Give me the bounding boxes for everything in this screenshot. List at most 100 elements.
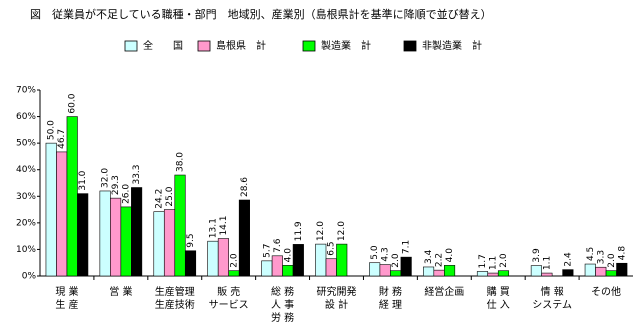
bar — [584, 263, 596, 277]
bar — [153, 211, 165, 277]
bar — [174, 174, 186, 277]
data-label: 5.0 — [370, 245, 380, 260]
bar — [325, 258, 337, 277]
data-label: 1.1 — [488, 256, 498, 270]
data-label: 24.2 — [155, 189, 165, 209]
data-label: 3.3 — [596, 250, 606, 264]
y-tick-label: 20% — [16, 218, 36, 228]
bar — [400, 256, 412, 277]
legend-swatch — [302, 40, 316, 52]
bar — [476, 271, 489, 277]
y-tick-label: 70% — [16, 86, 36, 96]
y-tick-label: 30% — [16, 192, 36, 202]
data-label: 2.0 — [607, 253, 617, 268]
bar — [110, 197, 122, 277]
data-label: 2.0 — [391, 253, 401, 268]
data-label: 50.0 — [47, 120, 57, 140]
bar — [379, 264, 391, 277]
y-tick-label: 50% — [16, 139, 36, 149]
bar — [66, 116, 78, 277]
data-label: 9.5 — [186, 233, 196, 247]
bar — [77, 193, 89, 277]
x-tick-label: 財 務 — [379, 285, 402, 298]
data-label: 6.5 — [327, 241, 337, 255]
legend-label: 製造業 計 — [321, 39, 371, 52]
data-label: 4.0 — [283, 248, 293, 263]
data-label: 14.1 — [219, 215, 229, 235]
x-tick-label: 現 業 — [55, 285, 78, 298]
bar — [184, 250, 197, 277]
x-tick-label: サービス — [209, 299, 249, 311]
bar — [541, 272, 553, 277]
chart-title: 図 従業員が不足している職種・部門 地域別、産業別（島根県計を基準に降順で並び替… — [30, 7, 492, 21]
y-tick-label: 0% — [22, 272, 37, 282]
x-tick-label: 経営企画 — [424, 285, 464, 298]
bar — [616, 262, 628, 277]
data-label: 3.9 — [532, 248, 542, 263]
bar — [444, 265, 456, 277]
data-label: 1.7 — [478, 254, 488, 268]
x-tick-label: 購 買 — [487, 285, 510, 298]
bar — [217, 238, 229, 277]
data-label: 11.9 — [294, 221, 304, 241]
data-label: 7.1 — [402, 240, 412, 254]
data-label: 4.3 — [381, 247, 391, 261]
x-tick-label: 生 産 — [55, 298, 78, 311]
bar — [605, 270, 617, 277]
bar — [228, 270, 240, 277]
x-tick-label: 総 務 — [271, 285, 294, 298]
x-tick-label: 営 業 — [109, 285, 132, 298]
legend-label: 島根県 計 — [216, 39, 266, 52]
data-label: 28.6 — [240, 177, 250, 197]
x-tick-label: 労 務 — [271, 311, 294, 324]
bar — [487, 272, 499, 277]
data-label: 29.3 — [111, 175, 121, 195]
y-tick-label: 10% — [16, 245, 36, 255]
legend-label: 非製造業 計 — [422, 39, 482, 52]
bar — [562, 269, 574, 277]
x-tick-label: 人 事 — [271, 298, 294, 311]
bar — [530, 265, 542, 277]
bar — [120, 206, 132, 277]
bar — [433, 269, 445, 277]
x-tick-label: その他 — [591, 285, 621, 298]
bar — [56, 151, 68, 277]
data-label: 5.7 — [262, 244, 272, 258]
data-label: 7.6 — [273, 238, 283, 253]
x-tick-label: 生産技術 — [155, 298, 195, 311]
data-label: 3.4 — [424, 249, 434, 264]
bar — [163, 209, 176, 277]
bar — [238, 199, 250, 277]
data-label: 2.0 — [229, 253, 239, 268]
data-label: 33.3 — [132, 164, 142, 184]
x-tick-label: 設 計 — [325, 298, 348, 311]
x-tick-label: 経 理 — [379, 298, 402, 311]
data-label: 12.0 — [316, 221, 326, 241]
x-tick-label: システム — [532, 299, 572, 311]
data-label: 2.0 — [499, 253, 509, 268]
bar — [497, 270, 510, 277]
legend-label: 全 国 — [143, 39, 183, 52]
data-label: 26.0 — [122, 184, 132, 204]
data-label: 32.0 — [101, 168, 111, 188]
bar — [423, 266, 435, 277]
legend-swatch — [197, 40, 211, 52]
bar — [390, 270, 402, 277]
x-tick-label: 生産管理 — [155, 285, 195, 298]
bar — [261, 260, 273, 277]
data-label: 31.0 — [78, 170, 88, 190]
data-label: 46.7 — [57, 129, 67, 149]
bar — [282, 265, 294, 277]
bar — [336, 243, 348, 277]
legend-swatch — [124, 40, 138, 52]
bar — [292, 244, 304, 277]
data-label: 60.0 — [68, 93, 78, 113]
bar — [207, 240, 219, 277]
bar — [45, 142, 57, 277]
bar — [131, 187, 143, 277]
data-label: 13.1 — [208, 218, 218, 238]
x-tick-label: 情 報 — [541, 285, 564, 298]
data-label: 2.4 — [563, 252, 573, 267]
bar — [99, 190, 111, 277]
